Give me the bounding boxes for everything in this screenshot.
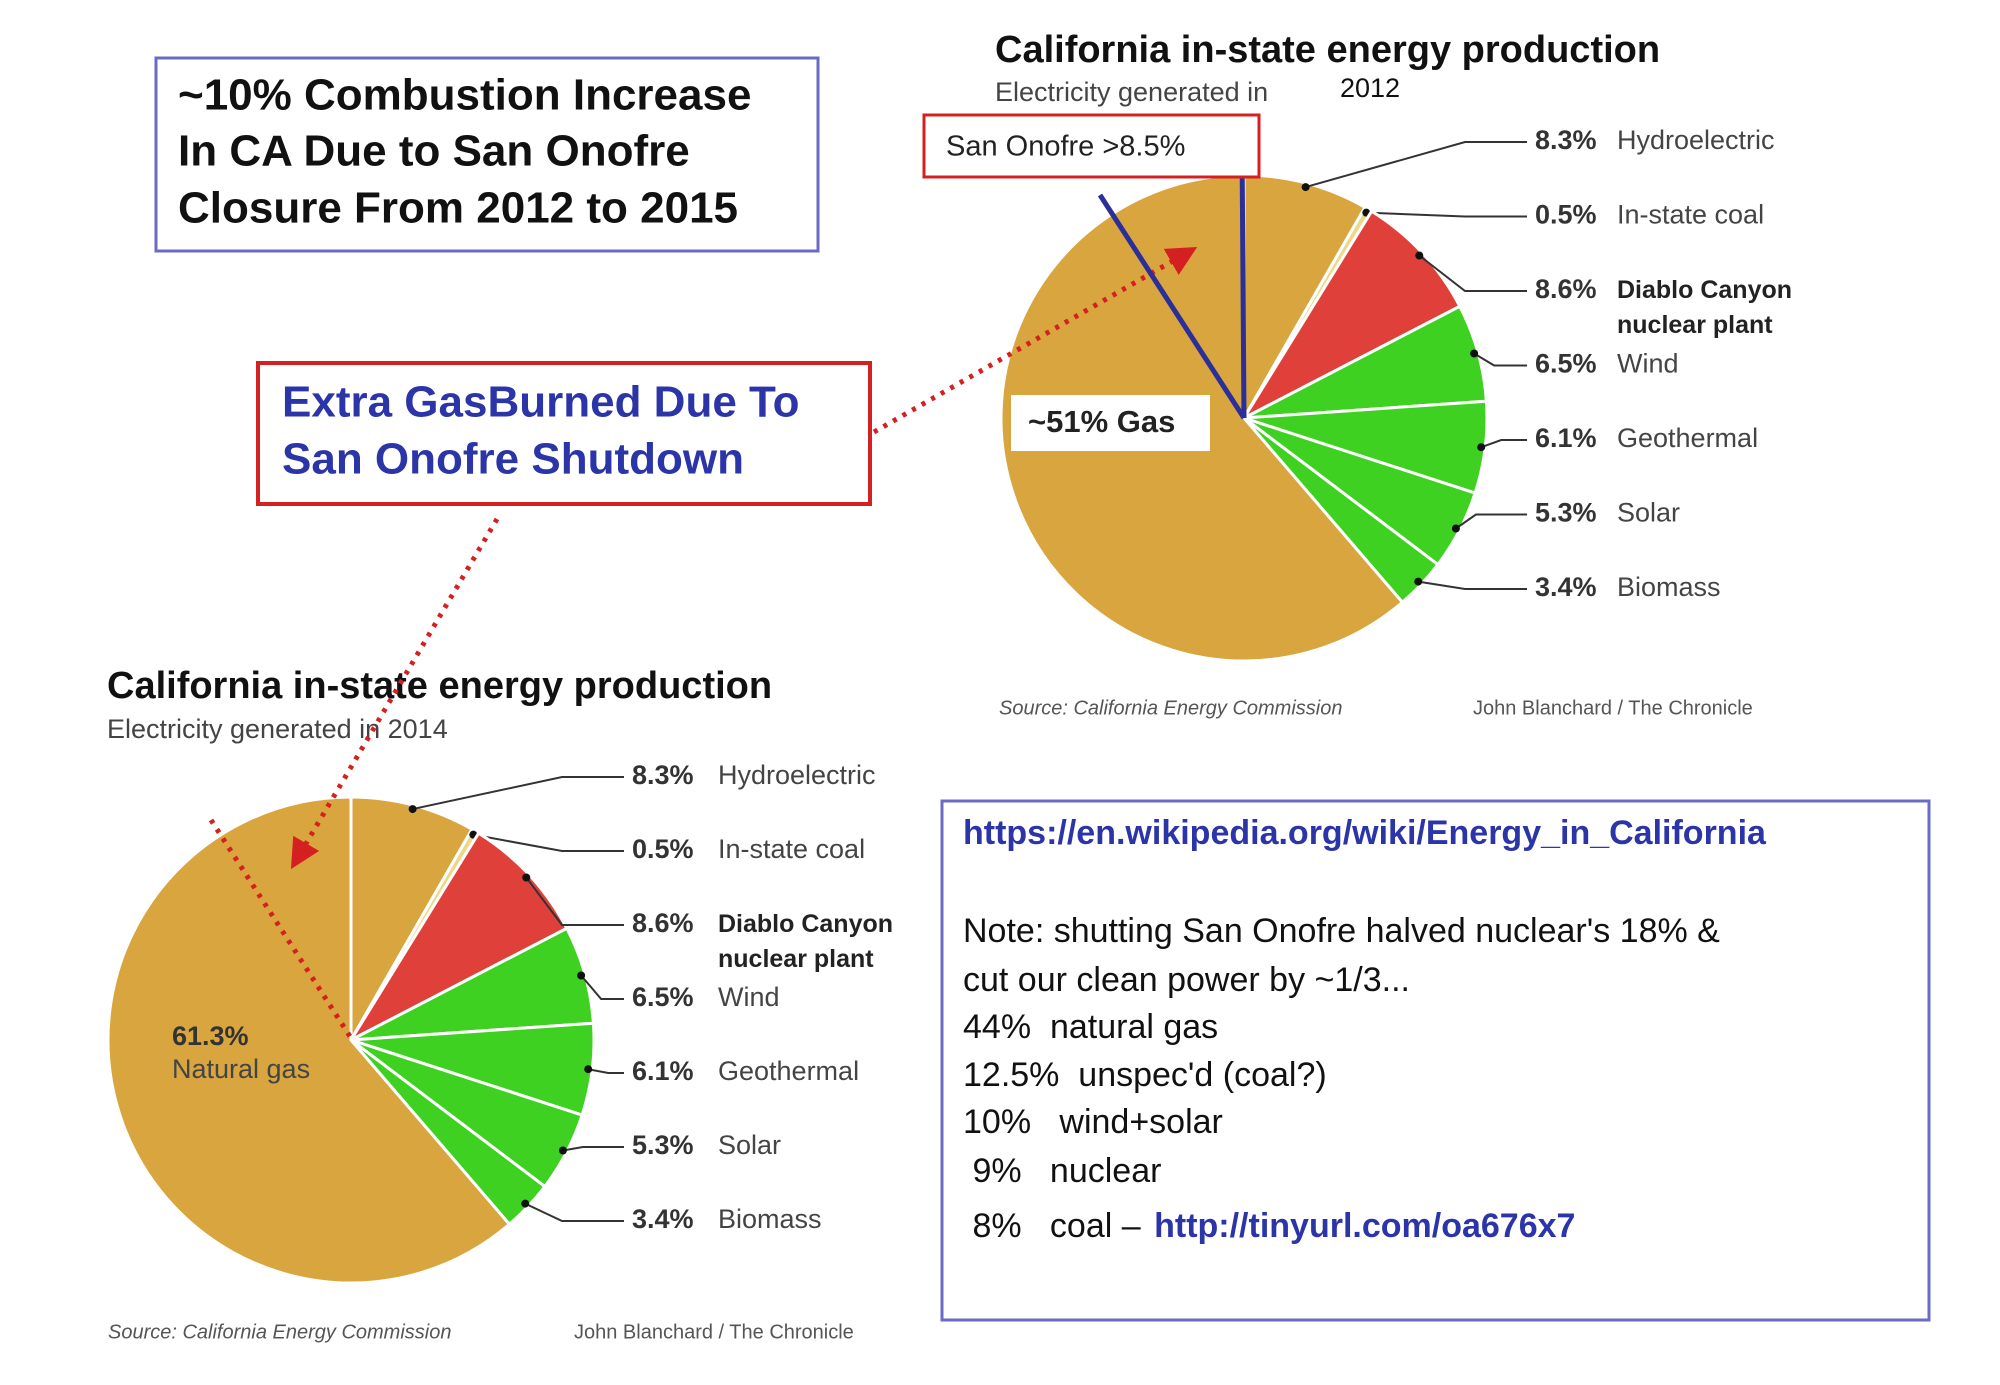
slice-value: 8.3% (632, 760, 694, 790)
slice-name: Wind (718, 982, 780, 1012)
slice-value: 8.6% (632, 908, 694, 938)
slice-name: Diablo Canyon nuclear plant (1617, 276, 1792, 339)
leader-dot (1414, 577, 1423, 586)
note-line: 8% coal – (963, 1207, 1150, 1245)
chart-title: California in-state energy production (995, 29, 1660, 71)
blue-line (1097, 193, 1247, 420)
leader-line (562, 1146, 624, 1152)
box-line: ~10% Combustion Increase (178, 71, 751, 120)
leader-dot (584, 1065, 593, 1074)
leader-dot (522, 873, 531, 882)
slice-name: Diablo Canyon nuclear plant (718, 910, 893, 973)
url[interactable]: https://en.wikipedia.org/wiki/Energy_in_… (963, 814, 1767, 852)
leader-line (580, 974, 624, 1000)
slice-value: 0.5% (1535, 200, 1597, 230)
credit: John Blanchard / The Chronicle (1473, 697, 1753, 719)
box-line: Extra GasBurned Due To (282, 378, 800, 427)
leader-line (1305, 141, 1527, 189)
slice-name: Solar (718, 1130, 781, 1160)
gas-overlay-label: ~51% Gas (1028, 404, 1175, 439)
leader-dot (1415, 251, 1424, 260)
leader-line (1418, 254, 1527, 292)
box-line: Closure From 2012 to 2015 (178, 184, 738, 233)
slice-name: Biomass (1617, 572, 1721, 602)
slice-name: In-state coal (1617, 200, 1764, 230)
leader-dot (1301, 183, 1310, 192)
slice-value: 6.1% (632, 1056, 694, 1086)
chart-subtitle: Electricity generated in 2014 (107, 714, 448, 744)
year-overlay: 2012 (1340, 73, 1400, 103)
slice-name: Solar (1617, 498, 1680, 528)
leader-dot (1470, 349, 1479, 358)
leader-line (524, 1202, 624, 1222)
slice-name: Hydroelectric (718, 760, 876, 790)
slice-value: 0.5% (632, 834, 694, 864)
leader-line (1366, 211, 1527, 218)
leader-dot (521, 1199, 530, 1208)
chart-subtitle: Electricity generated in (995, 77, 1268, 107)
slice-value: 5.3% (1535, 498, 1597, 528)
source: Source: California Energy Commission (999, 697, 1342, 719)
box-line: In CA Due to San Onofre (178, 127, 690, 176)
note-line: cut our clean power by ~1/3... (963, 961, 1410, 999)
chart-title: California in-state energy production (107, 665, 772, 707)
slice-value: 3.4% (632, 1204, 694, 1234)
slice-name: Wind (1617, 349, 1679, 379)
leader-line (1480, 439, 1527, 449)
note-line: 9% nuclear (963, 1152, 1161, 1190)
slice-value: 6.5% (1535, 349, 1597, 379)
leader-line (588, 1068, 624, 1074)
leader-line (1418, 580, 1527, 590)
slice-name: Geothermal (1617, 423, 1758, 453)
leader-dot (408, 805, 417, 814)
leader-line (525, 876, 624, 926)
arrow (290, 517, 500, 870)
note-box (940, 799, 1931, 1322)
gas-overlay-box (1011, 395, 1210, 451)
leader-line (1455, 513, 1527, 530)
slice-value: 61.3% (172, 1021, 249, 1051)
slice-name: Geothermal (718, 1056, 859, 1086)
note-line: Note: shutting San Onofre halved nuclear… (963, 912, 1720, 950)
slice-value: 8.6% (1535, 274, 1597, 304)
slice-value: 6.5% (632, 982, 694, 1012)
note-line: 12.5% unspec'd (coal?) (963, 1056, 1327, 1094)
slice-name: Hydroelectric (1617, 125, 1775, 155)
slice-name: Biomass (718, 1204, 822, 1234)
combustion-box (154, 56, 820, 253)
slice-value: 8.3% (1535, 125, 1597, 155)
blue-line (1239, 143, 1247, 419)
san-onofre-label: San Onofre >8.5% (946, 131, 1185, 163)
leader-dot (577, 971, 586, 980)
slice-name: Natural gas (172, 1054, 310, 1084)
credit: John Blanchard / The Chronicle (574, 1321, 854, 1343)
pie-slice (106, 795, 512, 1285)
gas-box (256, 361, 872, 506)
slice-name: In-state coal (718, 834, 865, 864)
note-link[interactable]: http://tinyurl.com/oa676x7 (1154, 1207, 1575, 1245)
note-line: 44% natural gas (963, 1008, 1218, 1046)
san-onofre-box (922, 113, 1261, 179)
pie-chart: California in-state energy production Ele… (106, 665, 893, 1343)
slice-value: 3.4% (1535, 572, 1597, 602)
note-line: 10% wind+solar (963, 1103, 1223, 1141)
leader-line (1473, 352, 1527, 367)
pie-chart: California in-state energy production Ele… (995, 29, 1792, 719)
box-line: San Onofre Shutdown (282, 435, 744, 484)
slice-value: 6.1% (1535, 423, 1597, 453)
leader-dot (1477, 443, 1486, 452)
leader-dot (558, 1146, 567, 1155)
source: Source: California Energy Commission (108, 1321, 451, 1343)
slice-value: 5.3% (632, 1130, 694, 1160)
leader-dot (1451, 524, 1460, 533)
leader-line (412, 776, 624, 811)
leader-line (473, 833, 624, 852)
